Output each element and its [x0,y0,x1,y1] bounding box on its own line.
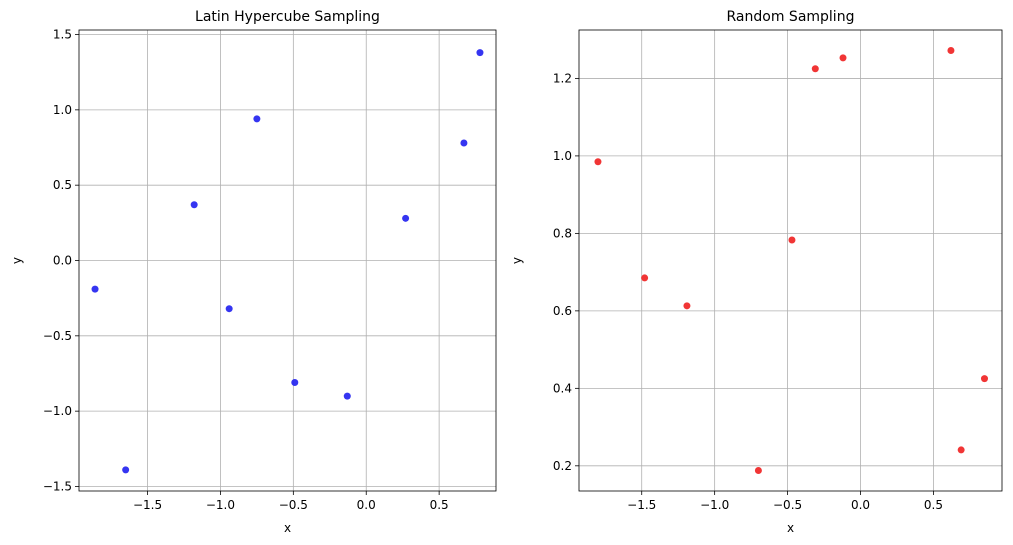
random-axes-frame [578,29,1003,492]
lhs-x-tick-label: −0.5 [279,498,308,512]
random-point [754,466,762,474]
lhs-y-tick-label: 0.0 [53,254,72,268]
random-chart-title: Random Sampling [727,9,855,25]
lhs-y-tick-label: −0.5 [43,329,72,343]
random-point [641,274,649,282]
lhs-point [460,139,468,147]
lhs-x-tick-label: −1.5 [133,498,162,512]
random-point [683,302,691,310]
random-point [980,375,988,383]
lhs-y-tick-label: 0.5 [53,178,72,192]
random-point [788,236,796,244]
random-chart: −1.5 −1.0 −0.5 0.0 0.5 0.2 0.4 0.6 0.8 1.0 1.2 Rand… [510,9,1003,535]
random-x-tick-label: 0.5 [924,498,943,512]
random-point [839,54,847,62]
lhs-x-tick-label: 0.0 [357,498,376,512]
lhs-y-tick-label: −1.0 [43,404,72,418]
lhs-point [253,115,261,123]
lhs-point [225,305,233,313]
lhs-y-tick-label: 1.0 [53,103,72,117]
lhs-chart-title: Latin Hypercube Sampling [195,9,380,25]
random-y-axis-label: y [510,257,524,264]
lhs-point [343,392,351,400]
lhs-x-tick-label: −1.0 [206,498,235,512]
lhs-point [190,201,198,209]
random-y-tick-label: 0.4 [553,381,572,395]
lhs-point [402,214,410,222]
lhs-x-axis-label: x [284,521,291,535]
random-x-tick-label: 0.0 [851,498,870,512]
random-point [947,47,955,55]
random-point [957,446,965,454]
random-y-tick-label: 0.6 [553,304,572,318]
random-x-tick-label: −1.5 [627,498,656,512]
random-point [811,65,819,73]
random-y-tick-label: 0.2 [553,459,572,473]
random-x-tick-label: −0.5 [773,498,802,512]
lhs-chart: −1.5 −1.0 −0.5 0.0 0.5 −1.5 −1.0 −0.5 0.0 0.5 1.0 1… [10,9,497,535]
lhs-x-tick-label: 0.5 [430,498,449,512]
lhs-y-tick-label: −1.5 [43,479,72,493]
random-point [594,158,602,166]
lhs-point [291,379,299,387]
lhs-point [122,466,130,474]
random-y-tick-label: 1.0 [553,149,572,163]
lhs-y-axis-label: y [10,257,24,264]
random-x-tick-label: −1.0 [700,498,729,512]
lhs-point [476,49,484,57]
lhs-point [91,285,99,293]
lhs-y-tick-label: 1.5 [53,28,72,42]
random-y-tick-label: 1.2 [553,71,572,85]
random-x-axis-label: x [787,521,794,535]
random-y-tick-label: 0.8 [553,226,572,240]
